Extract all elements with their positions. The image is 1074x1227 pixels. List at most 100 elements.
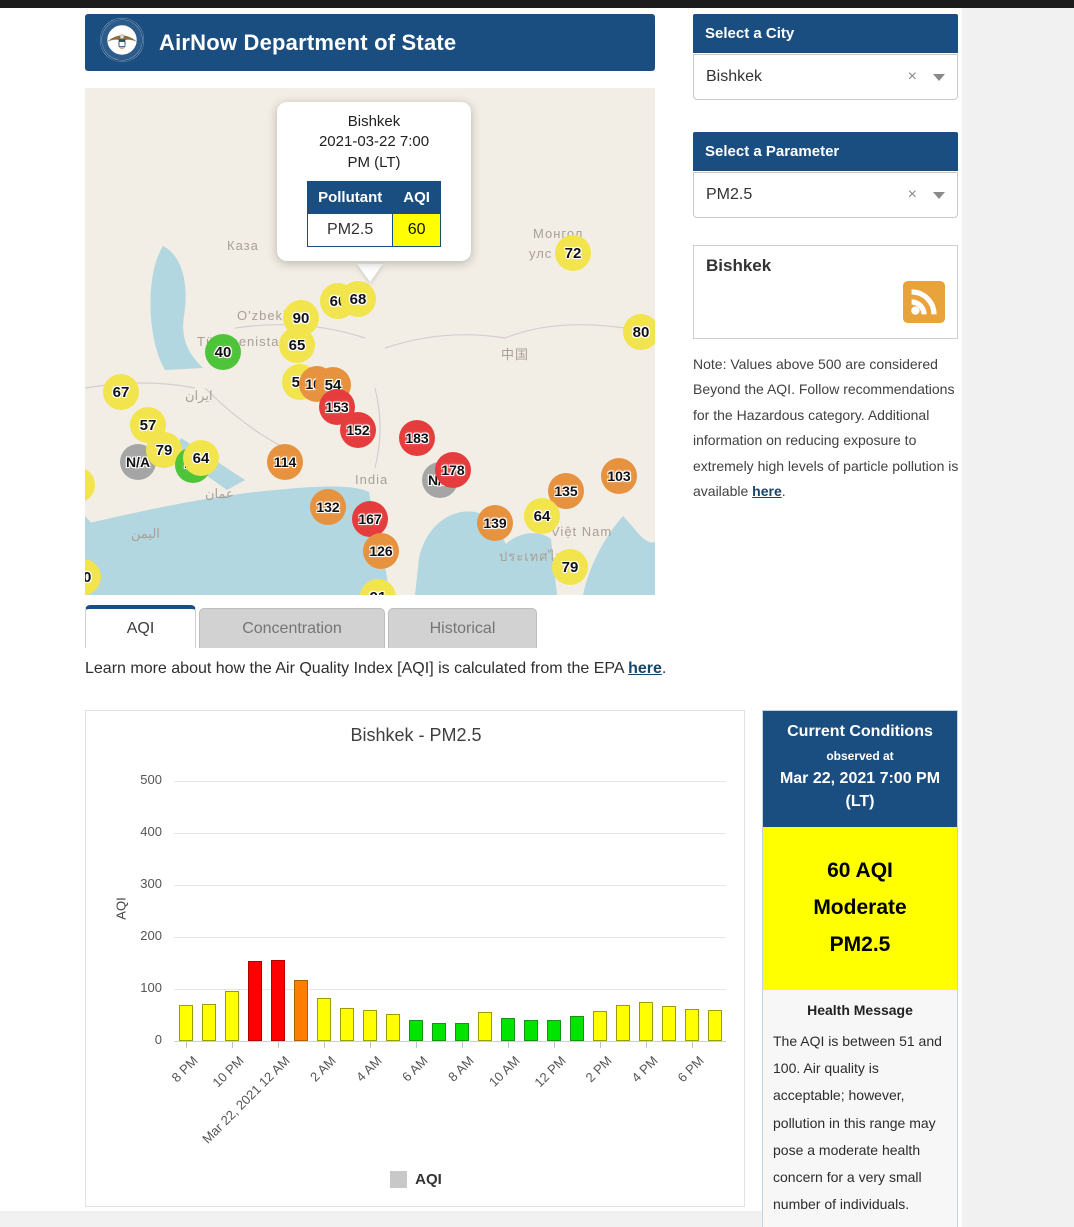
chart-bar-10pm[interactable] (224, 991, 239, 1041)
tab-bar: AQI Concentration Historical (85, 605, 540, 648)
chart-x-tick (231, 1041, 233, 1048)
map-marker[interactable]: 178 (435, 452, 471, 488)
chart-bar-slot (381, 781, 404, 1041)
chart-bar-8pm[interactable] (178, 1005, 193, 1041)
map-marker[interactable]: 167 (352, 501, 388, 537)
chart-bar-6am[interactable] (408, 1020, 423, 1041)
map-marker[interactable]: 64 (183, 440, 219, 476)
city-select-header: Select a City (693, 14, 958, 53)
chart-bar-slot (611, 781, 634, 1041)
chart-x-tick (277, 1041, 279, 1048)
chart-bar-11pm[interactable] (247, 961, 262, 1041)
map-place-label: Việt Nam (551, 524, 613, 539)
map-marker[interactable]: 79 (552, 549, 588, 585)
chart-title: Bishkek - PM2.5 (350, 725, 482, 745)
chart-bar-5am[interactable] (385, 1014, 400, 1041)
map-marker[interactable]: 20 (85, 559, 101, 595)
chart-bar-1am[interactable] (293, 980, 308, 1041)
map-marker[interactable]: 67 (103, 374, 139, 410)
current-conditions-header: Current Conditions observed at Mar 22, 2… (763, 711, 957, 828)
map-place-label: ایران (185, 388, 213, 403)
aqi-bar-chart: Bishkek - PM2.5 AQI AQI 0 100 200 300 400 500… (85, 710, 745, 1207)
chart-bar-12pm[interactable] (546, 1020, 561, 1041)
popup-time: PM (LT) (347, 153, 401, 171)
chart-x-tick (415, 1041, 417, 1048)
health-message-section: Health Message The AQI is between 51 and… (763, 989, 957, 1227)
city-clear-icon[interactable]: × (907, 68, 917, 85)
chart-bar-4pm[interactable] (638, 1002, 653, 1041)
map-place-label: улс (529, 246, 553, 261)
city-dropdown-caret-icon[interactable] (933, 73, 945, 81)
chart-y-tick-label: 300 (140, 876, 162, 891)
chart-bar-5pm[interactable] (661, 1006, 676, 1041)
chart-x-tick (507, 1041, 509, 1048)
map-marker[interactable]: 132 (310, 489, 346, 525)
chart-bar-12am[interactable] (270, 960, 285, 1041)
map-marker[interactable]: 68 (340, 281, 376, 317)
chart-bar-slot (634, 781, 657, 1041)
chart-x-tick (691, 1041, 693, 1048)
map-marker[interactable]: 152 (340, 412, 376, 448)
chart-gridline (174, 937, 726, 938)
parameter-clear-icon[interactable]: × (907, 186, 917, 203)
map-marker[interactable]: 65 (279, 327, 315, 363)
chart-gridline (174, 885, 726, 886)
tab-historical[interactable]: Historical (388, 608, 537, 648)
chart-bar-slot (473, 781, 496, 1041)
chart-gridline (174, 989, 726, 990)
map-marker[interactable]: 64 (524, 498, 560, 534)
map-marker[interactable]: 126 (363, 533, 399, 569)
rss-icon[interactable] (903, 281, 945, 328)
chart-bar-9am[interactable] (477, 1012, 492, 1041)
tab-concentration[interactable]: Concentration (199, 608, 385, 648)
chart-bar-4am[interactable] (362, 1010, 377, 1041)
chart-bar-slot (404, 781, 427, 1041)
chart-bar-2pm[interactable] (592, 1011, 607, 1041)
map-marker[interactable]: 114 (267, 444, 303, 480)
map-marker[interactable]: 183 (399, 420, 435, 456)
map-marker[interactable]: 139 (477, 505, 513, 541)
chart-bar-slot (197, 781, 220, 1041)
chart-bar-3am[interactable] (339, 1008, 354, 1041)
map-marker[interactable]: 72 (555, 235, 591, 271)
current-aqi-pollutant: PM2.5 (829, 932, 891, 956)
page-right-gutter (962, 8, 1074, 1227)
parameter-select[interactable]: PM2.5 × (693, 172, 958, 218)
note-here-link[interactable]: here (752, 483, 782, 500)
current-aqi-block: 60 AQI Moderate PM2.5 (763, 827, 957, 990)
chart-bar-7am[interactable] (431, 1023, 446, 1041)
parameter-dropdown-caret-icon[interactable] (933, 191, 945, 199)
chart-bar-1pm[interactable] (569, 1016, 584, 1041)
chart-bar-11am[interactable] (523, 1020, 538, 1041)
tab-aqi[interactable]: AQI (85, 605, 196, 648)
map-popup-tail (357, 264, 383, 282)
aqi-map[interactable]: Каза O'zbekisto Türkmenistan ایران Монгол улс… (85, 88, 655, 595)
map-marker[interactable]: 80 (623, 314, 655, 350)
note-period: . (781, 483, 786, 500)
parameter-select-value: PM2.5 (706, 186, 753, 203)
learn-more-here-link[interactable]: here (628, 660, 662, 677)
map-marker[interactable]: 153 (319, 389, 355, 425)
map-marker[interactable]: 9 (85, 467, 95, 503)
chart-bar-slot (312, 781, 335, 1041)
map-marker[interactable]: 40 (205, 334, 241, 370)
chart-bar-slot (358, 781, 381, 1041)
chart-bar-3pm[interactable] (615, 1005, 630, 1041)
map-place-label: عمان (205, 486, 234, 501)
chart-bar-slot (335, 781, 358, 1041)
chart-bar-8am[interactable] (454, 1023, 469, 1041)
map-marker[interactable]: 103 (601, 458, 637, 494)
chart-bar-9pm[interactable] (201, 1004, 216, 1041)
chart-bar-slot (565, 781, 588, 1041)
chart-bar-6pm[interactable] (684, 1009, 699, 1041)
observed-at-label: observed at (826, 749, 894, 763)
map-marker[interactable]: 91 (360, 579, 396, 595)
map-marker[interactable]: 79 (146, 432, 182, 468)
city-select[interactable]: Bishkek × (693, 54, 958, 100)
page-bottom-gutter (0, 1211, 762, 1227)
chart-bar-10am[interactable] (500, 1018, 515, 1041)
health-message-text: The AQI is between 51 and 100. Air quali… (773, 1032, 942, 1227)
chart-gridline (174, 833, 726, 834)
chart-bar-7pm[interactable] (707, 1010, 722, 1041)
chart-bar-2am[interactable] (316, 998, 331, 1041)
